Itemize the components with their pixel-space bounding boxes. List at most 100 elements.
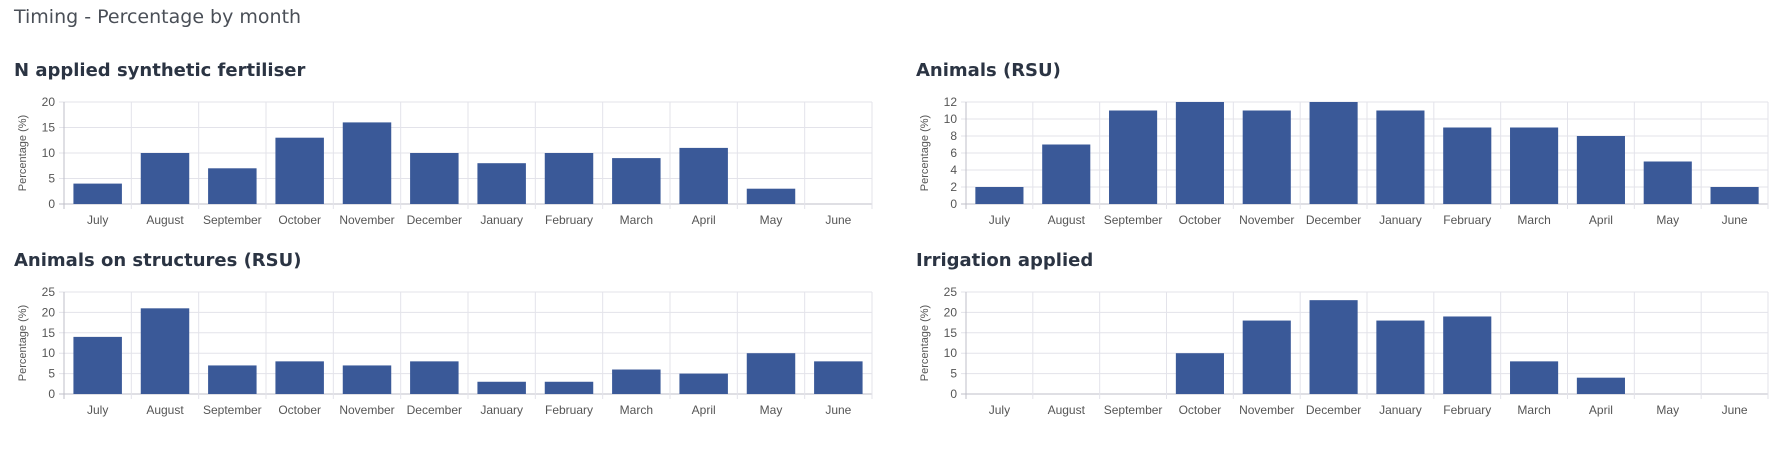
y-tick-label: 0 [950,387,957,401]
bar-january[interactable] [1376,320,1425,394]
y-tick-label: 10 [42,146,56,160]
x-tick-label: March [1517,403,1550,417]
y-tick-label: 20 [42,95,56,109]
y-tick-label: 0 [48,197,55,211]
bar-march[interactable] [612,158,661,204]
x-tick-label: January [480,213,523,227]
bar-february[interactable] [1443,127,1492,205]
x-tick-label: April [692,213,716,227]
bar-may[interactable] [1643,161,1692,205]
x-tick-label: August [1048,213,1086,227]
bar-february[interactable] [544,381,594,394]
bar-february[interactable] [1443,316,1492,394]
x-tick-label: June [1722,403,1748,417]
chart-title: Animals (RSU) [916,60,1061,81]
bar-april[interactable] [679,373,728,394]
bar-october[interactable] [275,361,324,394]
y-tick-label: 25 [42,285,56,299]
x-tick-label: December [1306,403,1361,417]
chart-panel-n-fertiliser: N applied synthetic fertiliser Percentag… [14,60,876,230]
bar-august[interactable] [140,308,190,394]
bar-chart-animals-structures: Percentage (%) 0 5 10 15 20 25 July August Septem… [17,285,873,417]
x-tick-label: July [989,403,1010,417]
y-axis-label: Percentage (%) [17,305,29,381]
bar-september[interactable] [208,168,257,204]
x-tick-label: June [825,213,851,227]
y-tick-label: 10 [944,112,958,126]
x-tick-label: November [1239,213,1294,227]
x-tick-label: October [1179,403,1222,417]
x-tick-label: February [545,213,593,227]
bar-january[interactable] [477,163,526,204]
y-tick-label: 8 [950,129,957,143]
bar-chart-animals: Percentage (%) 0 2 4 6 8 10 12 July August Septemb… [919,95,1769,227]
x-tick-label: April [1589,213,1613,227]
bar-chart-n-fertiliser: Percentage (%) 0 5 10 15 20 July August Septembe… [17,95,873,227]
bar-november[interactable] [1242,320,1291,394]
x-tick-label: April [692,403,716,417]
bar-july[interactable] [73,183,122,204]
bar-october[interactable] [275,137,324,204]
x-tick-label: December [1306,213,1361,227]
x-tick-label: March [620,213,653,227]
x-tick-label: March [620,403,653,417]
x-tick-label: January [1379,213,1422,227]
bar-august[interactable] [1042,144,1091,205]
bar-april[interactable] [1576,377,1625,394]
bar-may[interactable] [746,353,796,394]
y-tick-label: 25 [944,285,958,299]
bar-march[interactable] [1510,127,1559,205]
y-tick-label: 15 [42,326,56,340]
y-tick-label: 15 [944,326,958,340]
x-tick-label: October [1179,213,1222,227]
x-tick-label: December [407,403,462,417]
bar-may[interactable] [746,188,796,204]
bar-october[interactable] [1175,353,1224,394]
bar-july[interactable] [73,336,122,394]
bar-february[interactable] [544,153,594,204]
y-tick-label: 0 [950,197,957,211]
bar-december[interactable] [1309,300,1358,394]
x-tick-label: July [989,213,1010,227]
chart-title: Irrigation applied [916,250,1094,271]
bar-april[interactable] [679,147,728,204]
bar-april[interactable] [1576,136,1625,204]
bar-september[interactable] [1109,110,1158,205]
bar-march[interactable] [1510,361,1559,394]
x-tick-label: May [760,213,783,227]
x-tick-label: July [87,403,108,417]
bar-june[interactable] [814,361,863,394]
y-tick-label: 12 [944,95,958,109]
y-tick-label: 4 [950,163,957,177]
bar-august[interactable] [140,153,190,204]
bar-december[interactable] [410,153,459,204]
bar-july[interactable] [975,187,1024,204]
x-tick-label: August [1048,403,1086,417]
bar-january[interactable] [1376,110,1425,205]
x-tick-label: October [278,213,321,227]
bar-november[interactable] [342,122,392,204]
x-tick-label: November [339,213,394,227]
x-tick-label: September [1104,403,1163,417]
page-title: Timing - Percentage by month [14,6,302,28]
x-tick-label: September [203,213,262,227]
chart-title: N applied synthetic fertiliser [14,60,306,81]
bar-october[interactable] [1175,102,1224,204]
y-tick-label: 5 [48,367,55,381]
y-tick-label: 2 [950,180,957,194]
bar-march[interactable] [612,369,661,394]
x-tick-label: January [1379,403,1422,417]
bar-january[interactable] [477,381,526,394]
chart-panel-animals-structures: Animals on structures (RSU) Percentage (… [14,250,876,420]
x-tick-label: August [146,213,184,227]
bar-june[interactable] [1710,187,1759,204]
x-tick-label: May [1656,213,1679,227]
bar-december[interactable] [1309,102,1358,204]
bar-december[interactable] [410,361,459,394]
x-tick-label: February [545,403,593,417]
bar-september[interactable] [208,365,257,394]
bar-november[interactable] [342,365,392,394]
bar-november[interactable] [1242,110,1291,205]
chart-title: Animals on structures (RSU) [14,250,302,271]
y-tick-label: 10 [944,346,958,360]
